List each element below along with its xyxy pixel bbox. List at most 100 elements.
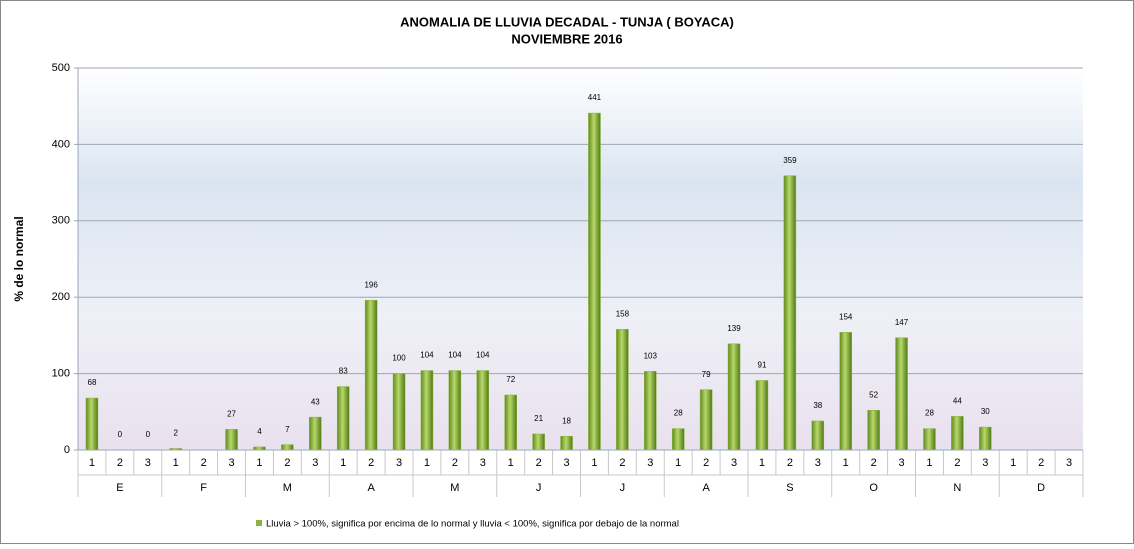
- x-tick-label: 1: [340, 457, 346, 469]
- group-label: S: [786, 482, 793, 494]
- x-tick-label: 2: [368, 457, 374, 469]
- bar: [588, 112, 601, 451]
- value-label: 0: [146, 430, 151, 439]
- bar: [644, 371, 657, 451]
- x-tick-label: 1: [591, 457, 597, 469]
- x-tick-label: 1: [508, 457, 514, 469]
- group-label: E: [116, 482, 123, 494]
- y-tick-label: 100: [52, 368, 70, 380]
- x-tick-label: 2: [787, 457, 793, 469]
- value-label: 79: [702, 370, 711, 379]
- x-tick-label: 1: [256, 457, 262, 469]
- x-tick-label: 3: [1066, 457, 1072, 469]
- value-label: 158: [616, 309, 630, 318]
- bar: [755, 380, 769, 451]
- bar: [839, 332, 852, 451]
- bar: [281, 444, 294, 451]
- x-tick-label: 3: [480, 457, 486, 469]
- x-tick-label: 2: [954, 457, 960, 469]
- bar: [476, 370, 490, 451]
- x-tick-label: 2: [619, 457, 625, 469]
- x-tick-label: 2: [452, 457, 458, 469]
- value-label: 28: [674, 409, 683, 418]
- x-tick-label: 2: [536, 457, 542, 469]
- x-tick-label: 2: [1038, 457, 1044, 469]
- y-tick-label: 0: [64, 444, 70, 456]
- x-tick-label: 1: [1010, 457, 1016, 469]
- value-label: 83: [339, 367, 348, 376]
- y-axis-label: % de lo normal: [12, 216, 26, 301]
- y-tick-label: 200: [52, 291, 70, 303]
- value-label: 28: [925, 409, 934, 418]
- value-label: 147: [895, 318, 909, 327]
- group-label: A: [367, 482, 375, 494]
- bar: [923, 428, 936, 451]
- x-tick-label: 1: [89, 457, 95, 469]
- value-label: 52: [869, 390, 878, 399]
- x-tick-label: 3: [647, 457, 653, 469]
- x-tick-label: 3: [563, 457, 569, 469]
- value-label: 104: [420, 351, 434, 360]
- bar: [392, 373, 406, 451]
- plot-area: [78, 68, 1083, 450]
- value-label: 104: [476, 351, 490, 360]
- bar: [85, 397, 99, 451]
- bar: [225, 429, 238, 451]
- x-tick-label: 1: [675, 457, 681, 469]
- chart-title: ANOMALIA DE LLUVIA DECADAL - TUNJA ( BOY…: [400, 14, 734, 29]
- value-label: 154: [839, 312, 853, 321]
- bar: [867, 410, 880, 451]
- value-label: 21: [534, 414, 543, 423]
- x-tick-label: 2: [117, 457, 123, 469]
- bar: [504, 394, 517, 451]
- x-tick-label: 1: [843, 457, 849, 469]
- value-label: 30: [981, 407, 990, 416]
- bar: [336, 386, 350, 451]
- value-label: 441: [588, 93, 602, 102]
- x-tick-label: 2: [201, 457, 207, 469]
- group-label: D: [1037, 482, 1045, 494]
- x-tick-label: 1: [173, 457, 179, 469]
- bar: [364, 300, 378, 451]
- x-tick-label: 3: [228, 457, 234, 469]
- x-tick-label: 3: [312, 457, 318, 469]
- group-label: F: [200, 482, 207, 494]
- chart-subtitle: NOVIEMBRE 2016: [511, 31, 622, 46]
- value-label: 68: [88, 378, 97, 387]
- x-tick-label: 3: [815, 457, 821, 469]
- group-label: J: [620, 482, 626, 494]
- value-label: 359: [783, 156, 797, 165]
- value-label: 38: [813, 401, 822, 410]
- bar: [783, 175, 797, 451]
- group-label: N: [953, 482, 961, 494]
- group-label: M: [450, 482, 459, 494]
- x-tick-label: 3: [145, 457, 151, 469]
- x-tick-label: 2: [284, 457, 290, 469]
- legend-label: Lluvia > 100%, significa por encima de l…: [266, 519, 679, 530]
- x-tick-label: 3: [396, 457, 402, 469]
- value-label: 18: [562, 416, 571, 425]
- x-tick-label: 2: [871, 457, 877, 469]
- value-label: 103: [644, 351, 658, 360]
- value-label: 104: [448, 351, 462, 360]
- y-tick-label: 400: [52, 138, 70, 150]
- value-label: 196: [364, 280, 378, 289]
- value-label: 4: [257, 427, 262, 436]
- value-label: 2: [173, 429, 178, 438]
- bar: [309, 416, 322, 451]
- bar: [895, 337, 908, 451]
- x-tick-label: 3: [982, 457, 988, 469]
- x-tick-label: 3: [731, 457, 737, 469]
- bar: [671, 428, 685, 451]
- bar: [699, 389, 713, 451]
- value-label: 100: [392, 354, 406, 363]
- bar: [448, 370, 462, 451]
- value-label: 91: [758, 361, 767, 370]
- bar: [727, 343, 741, 451]
- group-label: O: [869, 482, 878, 494]
- value-label: 27: [227, 409, 236, 418]
- legend-swatch: [256, 520, 262, 526]
- value-label: 7: [285, 425, 290, 434]
- value-label: 44: [953, 396, 962, 405]
